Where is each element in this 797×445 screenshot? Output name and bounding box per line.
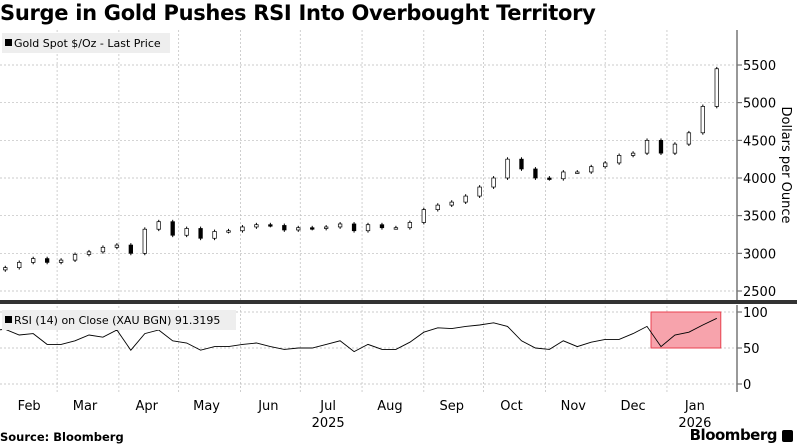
price-legend-box (2, 33, 170, 53)
price-tick-label: 5000 (743, 97, 776, 112)
candle-body (86, 251, 92, 255)
candle-body (519, 158, 524, 170)
x-tick-label: Jan (684, 399, 705, 414)
x-tick-label: Feb (18, 399, 41, 414)
candle-body (365, 224, 371, 232)
rsi-legend-swatch (5, 316, 12, 323)
candle-body (672, 143, 678, 154)
candle-body (268, 224, 273, 227)
candle-body (296, 227, 301, 231)
x-tick-label: May (193, 399, 220, 414)
price-tick-label: 3000 (743, 247, 776, 262)
candle-body (198, 228, 203, 239)
candle-body (379, 224, 385, 229)
x-tick-label: Jun (257, 399, 278, 414)
candle-body (714, 68, 719, 107)
rsi-legend-label: RSI (14) on Close (XAU BGN) 91.3195 (14, 314, 220, 327)
candle-body (114, 244, 120, 248)
price-tick-label: 2500 (743, 285, 776, 300)
panel-separator (0, 300, 797, 304)
candle-body (463, 195, 468, 203)
price-tick-label: 5500 (743, 59, 776, 74)
candle-body (100, 246, 106, 253)
x-tick-label: Aug (377, 399, 402, 414)
price-legend-label: Gold Spot $/Oz - Last Price (14, 37, 161, 50)
candle-body (686, 132, 692, 145)
candle-body (282, 225, 287, 231)
bloomberg-logo: Bloomberg (689, 426, 778, 444)
candle-body (393, 227, 399, 230)
price-tick-label: 4500 (743, 134, 776, 149)
rsi-line (0, 317, 717, 353)
candle-body (58, 259, 64, 263)
candle-body (603, 162, 608, 168)
x-tick-label: Oct (500, 399, 522, 414)
candle-body (449, 201, 454, 206)
chart-title: Surge in Gold Pushes RSI Into Overbought… (0, 1, 596, 25)
candle-body (3, 267, 8, 271)
candle-body (533, 168, 538, 179)
x-tick-label: Apr (136, 399, 159, 414)
candle-body (156, 221, 161, 230)
candle-body (170, 221, 175, 236)
x-tick-label: Sep (439, 399, 464, 414)
rsi-tick-label: 100 (743, 306, 768, 321)
candle-body (184, 228, 189, 236)
price-tick-label: 4000 (743, 172, 776, 187)
candle-body (435, 204, 440, 210)
price-legend-swatch (5, 39, 12, 46)
candle-body (337, 223, 343, 228)
source-note: Source: Bloomberg (0, 430, 124, 444)
x-tick-label: Mar (73, 399, 98, 414)
candle-body (630, 152, 636, 156)
candle-body (254, 224, 259, 228)
candle-body (644, 139, 650, 154)
price-tick-label: 3500 (743, 210, 776, 225)
bloomberg-terminal-icon (782, 430, 793, 442)
x-year-label: 2026 (678, 416, 711, 431)
candle-body (547, 177, 552, 180)
candle-body (421, 209, 426, 223)
candle-body (72, 254, 78, 261)
candle-body (575, 171, 580, 174)
candle-body (240, 226, 245, 232)
candle-body (561, 171, 566, 180)
rsi-tick-label: 50 (743, 342, 760, 357)
candle-body (142, 228, 147, 254)
price-axis-label: Dollars per Ounce (778, 107, 793, 224)
x-tick-label: Dec (621, 399, 646, 414)
candle-body (128, 244, 133, 254)
candle-body (324, 226, 329, 229)
x-year-label: 2025 (312, 416, 345, 431)
candle-body (616, 155, 622, 164)
candle-body (477, 186, 482, 197)
candle-body (351, 223, 357, 232)
x-tick-label: Jul (319, 399, 336, 414)
candle-body (658, 139, 664, 154)
x-tick-label: Nov (561, 399, 587, 414)
candle-body (407, 222, 413, 229)
candle-body (212, 231, 217, 239)
candle-body (17, 262, 22, 268)
candle-body (589, 166, 594, 173)
candle-body (226, 230, 231, 233)
rsi-tick-label: 0 (743, 378, 751, 393)
candle-body (505, 158, 510, 179)
overbought-highlight (650, 311, 722, 349)
candle-body (31, 258, 36, 263)
rsi-legend-box (2, 310, 236, 330)
candle-body (44, 258, 50, 263)
candle-body (491, 177, 496, 188)
candle-body (310, 227, 315, 230)
candle-body (700, 106, 705, 134)
